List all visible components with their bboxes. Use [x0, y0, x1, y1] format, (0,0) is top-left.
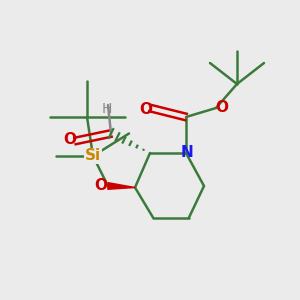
Text: H: H — [101, 102, 112, 116]
Text: O: O — [139, 102, 152, 117]
Text: O: O — [63, 132, 76, 147]
Text: Si: Si — [85, 148, 101, 164]
Text: O: O — [215, 100, 228, 115]
Polygon shape — [108, 183, 135, 189]
Text: N: N — [181, 145, 194, 160]
Text: O: O — [94, 178, 107, 193]
